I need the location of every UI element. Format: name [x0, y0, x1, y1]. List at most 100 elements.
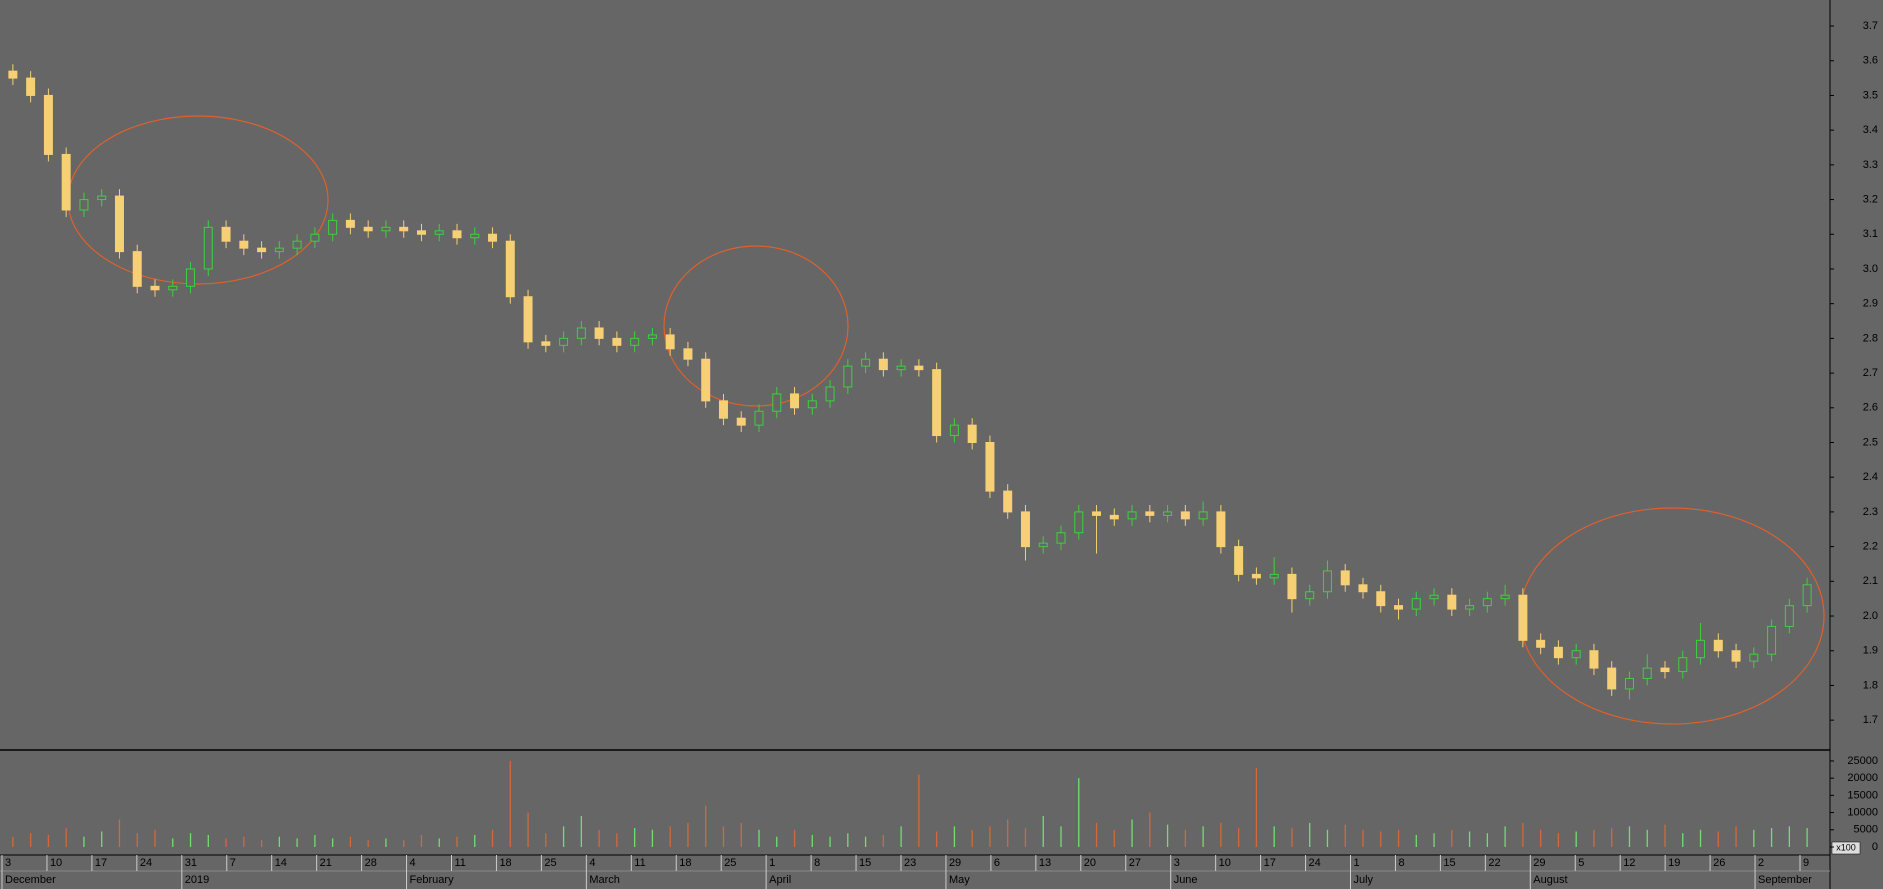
candle-body	[1322, 570, 1332, 593]
month-label: February	[410, 874, 455, 886]
x-tick-label: 12	[1623, 857, 1635, 869]
y-tick-label: 2.4	[1863, 471, 1878, 483]
x-tick-label: 24	[140, 857, 152, 869]
candle-body	[861, 358, 871, 367]
candle-body	[1127, 511, 1137, 520]
candle-body	[1447, 594, 1457, 610]
candle-body	[1394, 605, 1404, 610]
candle-body	[985, 442, 995, 492]
month-label: August	[1533, 874, 1567, 886]
candle-body	[416, 230, 426, 235]
candle-body	[630, 337, 640, 346]
candle-body	[1429, 594, 1439, 600]
candle-body	[1056, 532, 1066, 544]
highlight-ellipse	[663, 245, 849, 407]
candle-body	[97, 195, 107, 201]
candle-body	[1305, 591, 1315, 600]
candle-body	[8, 70, 18, 79]
candle-body	[736, 417, 746, 426]
candle-body	[203, 226, 213, 270]
x-tick-label: 3	[1174, 857, 1180, 869]
candle-body	[1269, 573, 1279, 579]
candle-body	[1287, 573, 1297, 600]
candle-body	[1376, 591, 1386, 607]
y-tick-label: 1.8	[1863, 679, 1878, 691]
candle-body	[1784, 605, 1794, 627]
y-tick-label: 3.7	[1863, 20, 1878, 32]
x-tick-label: 6	[994, 857, 1000, 869]
x-tick-label: 19	[1668, 857, 1680, 869]
candle-body	[1731, 650, 1741, 662]
month-label: September	[1758, 874, 1812, 886]
x-tick-label: 20	[1084, 857, 1096, 869]
candle-body	[1198, 511, 1208, 520]
candle-body	[399, 226, 409, 232]
x-tick-label: 15	[859, 857, 871, 869]
x-tick-label: 23	[904, 857, 916, 869]
candle-body	[168, 285, 178, 291]
candle-body	[61, 153, 71, 211]
y-tick-label: 3.6	[1863, 55, 1878, 67]
x-tick-label: 25	[544, 857, 556, 869]
month-label: June	[1174, 874, 1198, 886]
volume-tick-label: 0	[1872, 841, 1878, 853]
candle-body	[1518, 594, 1528, 641]
y-tick-label: 2.6	[1863, 402, 1878, 414]
volume-tick-label: 25000	[1847, 755, 1878, 767]
month-label: March	[589, 874, 620, 886]
x-tick-label: 15	[1443, 857, 1455, 869]
candle-body	[26, 77, 36, 96]
x-tick-label: 26	[1713, 857, 1725, 869]
candle-body	[79, 199, 89, 211]
y-tick-label: 2.9	[1863, 298, 1878, 310]
candle-body	[221, 226, 231, 242]
x-tick-label: 10	[1219, 857, 1231, 869]
month-label: May	[949, 874, 970, 886]
x-tick-label: 29	[1533, 857, 1545, 869]
candle-body	[1553, 646, 1563, 659]
y-tick-label: 2.1	[1863, 575, 1878, 587]
candle-body	[1696, 639, 1706, 659]
candle-body	[1003, 490, 1013, 513]
x-tick-label: 25	[724, 857, 736, 869]
candle-body	[1642, 667, 1652, 680]
candle-body	[1109, 514, 1119, 520]
y-tick-label: 2.3	[1863, 506, 1878, 518]
y-tick-label: 3.4	[1863, 124, 1878, 136]
candle-body	[239, 240, 249, 249]
candle-body	[1145, 511, 1155, 516]
y-tick-label: 2.0	[1863, 610, 1878, 622]
y-tick-label: 2.7	[1863, 367, 1878, 379]
candle-body	[594, 327, 604, 339]
candle-body	[1500, 594, 1510, 600]
x-tick-label: 2	[1758, 857, 1764, 869]
volume-tick-label: 10000	[1847, 806, 1878, 818]
candle-body	[345, 219, 355, 228]
candle-body	[1713, 639, 1723, 652]
x-tick-label: 9	[1803, 857, 1809, 869]
candle-body	[701, 358, 711, 402]
candle-body	[1234, 546, 1244, 575]
x-tick-label: 17	[1264, 857, 1276, 869]
candle-body	[665, 334, 675, 350]
candle-body	[132, 251, 142, 287]
candle-body	[896, 365, 906, 371]
x-tick-label: 5	[1578, 857, 1584, 869]
candle-body	[523, 296, 533, 343]
candle-body	[1678, 657, 1688, 673]
candle-body	[1482, 598, 1492, 607]
candle-body	[381, 226, 391, 232]
candle-body	[772, 393, 782, 412]
candle-body	[825, 386, 835, 402]
candle-body	[1571, 650, 1581, 659]
x-tick-label: 3	[5, 857, 11, 869]
x-tick-label: 17	[95, 857, 107, 869]
x-tick-label: 7	[230, 857, 236, 869]
candle-body	[718, 400, 728, 419]
candle-body	[790, 393, 800, 409]
candle-body	[363, 226, 373, 232]
x-tick-label: 18	[499, 857, 511, 869]
candle-body	[1660, 667, 1670, 673]
x-tick-label: 11	[455, 857, 466, 869]
